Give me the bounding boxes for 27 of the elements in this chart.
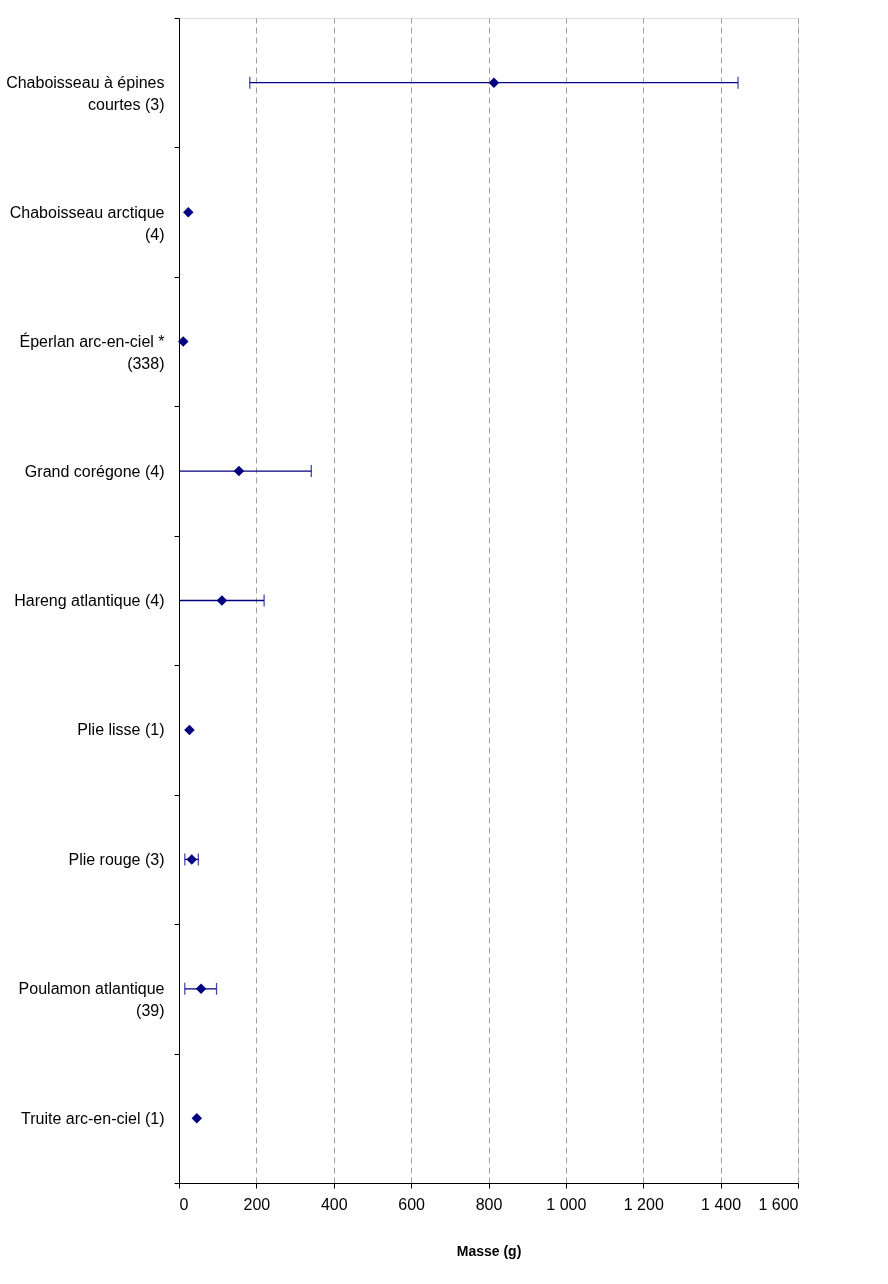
y-tick-label: Plie rouge (3) xyxy=(68,850,165,868)
x-tick-label: 200 xyxy=(243,1195,271,1213)
point xyxy=(216,595,228,606)
x-tick-label: 1 600 xyxy=(758,1195,799,1213)
y-tick-label: Chaboisseau arctique (4) xyxy=(9,203,165,243)
x-tick-label: 1 200 xyxy=(623,1195,664,1213)
y-tick-label: Éperlan arc-en-ciel * (338) xyxy=(19,332,165,373)
x-tick-label: 0 xyxy=(179,1195,189,1213)
point xyxy=(191,1113,203,1124)
point xyxy=(178,336,189,347)
point xyxy=(183,206,194,218)
x-tick-label: 1 400 xyxy=(701,1195,742,1213)
x-axis-title: Masse (g) xyxy=(456,1242,522,1259)
point xyxy=(184,724,195,736)
y-tick-label: Poulamon atlantique (39) xyxy=(18,980,165,1020)
y-tick-label: Grand corégone (4) xyxy=(24,462,165,480)
y-tick-label: Truite arc-en-ciel (1) xyxy=(21,1109,165,1127)
x-tick-label: 1 000 xyxy=(546,1195,587,1213)
point xyxy=(488,77,500,88)
x-tick-label: 400 xyxy=(320,1195,348,1213)
point xyxy=(233,465,245,477)
x-tick-label: 800 xyxy=(475,1195,503,1213)
y-tick-label: Plie lisse (1) xyxy=(77,721,165,739)
point xyxy=(195,983,207,995)
y-tick-label: Hareng atlantique (4) xyxy=(14,592,165,609)
y-tick-label: Chaboisseau à épines courtes (3) xyxy=(6,74,165,114)
x-tick-label: 600 xyxy=(398,1195,426,1213)
